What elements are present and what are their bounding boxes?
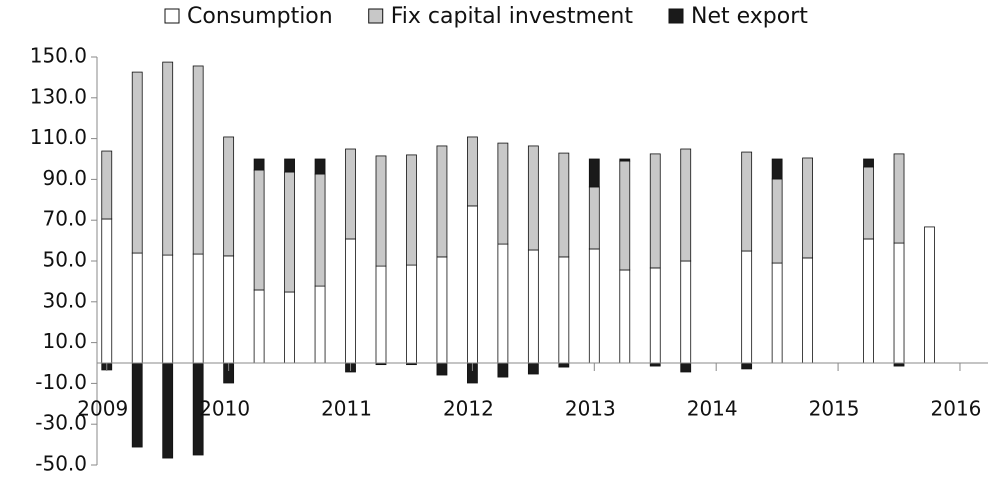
legend-label: Fix capital investment (391, 4, 634, 29)
bar (619, 158, 631, 162)
legend-swatch (164, 8, 180, 24)
bar (527, 362, 539, 375)
bar (588, 248, 600, 364)
bar (467, 205, 478, 364)
bar (101, 218, 113, 364)
x-tick-label: 2011 (321, 397, 372, 421)
y-tick-label: 150.0 (30, 44, 87, 68)
bar (314, 158, 326, 175)
bar (162, 254, 174, 364)
bar (741, 362, 753, 370)
bar (863, 166, 874, 240)
bar (649, 267, 661, 364)
bar (802, 157, 814, 259)
legend-swatch (368, 8, 384, 24)
x-tick-label: 2013 (565, 397, 616, 421)
x-tick-label: 2015 (809, 397, 860, 421)
bar (619, 160, 631, 271)
bar (375, 265, 387, 364)
bar (588, 186, 600, 250)
bar (436, 362, 448, 376)
bar (497, 142, 509, 245)
bar (375, 155, 387, 267)
bar (223, 136, 235, 257)
bar (619, 269, 631, 364)
bar (253, 289, 265, 364)
bar (223, 255, 235, 364)
bar (863, 238, 874, 364)
bar (345, 148, 356, 240)
bar (406, 154, 417, 266)
y-tick-label: 90.0 (42, 166, 87, 190)
y-tick-label: 70.0 (42, 207, 87, 231)
bar (497, 362, 509, 378)
bar (162, 362, 174, 459)
bar (680, 260, 692, 364)
bar (771, 158, 783, 180)
bar (924, 226, 935, 364)
bar (558, 256, 570, 364)
bar (741, 151, 753, 252)
bar (314, 173, 326, 287)
y-tick-label: 110.0 (30, 125, 87, 149)
bar (284, 158, 295, 173)
legend-swatch (668, 8, 684, 24)
bar (863, 158, 874, 168)
bar (893, 242, 905, 364)
y-tick-label: 50.0 (42, 248, 87, 272)
bar (436, 256, 448, 364)
y-tick-label: 10.0 (42, 329, 87, 353)
x-tick-label: 2014 (687, 397, 738, 421)
bar (284, 291, 295, 364)
legend-label: Consumption (187, 4, 333, 29)
bar (558, 152, 570, 258)
bar (253, 169, 265, 291)
bar (436, 145, 448, 258)
x-tick-label: 2012 (443, 397, 494, 421)
bar (649, 153, 661, 269)
bar (588, 158, 600, 188)
bar (406, 264, 417, 364)
bar (131, 71, 143, 254)
bar (101, 150, 113, 220)
bar (192, 65, 204, 255)
legend-label: Net export (691, 4, 808, 29)
bar (527, 145, 539, 251)
y-tick-label: -10.0 (35, 370, 87, 394)
bar (253, 158, 265, 171)
y-tick-label: 130.0 (30, 84, 87, 108)
x-tick-label: 2009 (77, 397, 128, 421)
bar (680, 148, 692, 262)
bar (558, 362, 570, 368)
bar (680, 362, 692, 373)
bar (741, 250, 753, 364)
x-tick-label: 2010 (199, 397, 250, 421)
bar (131, 362, 143, 448)
bar (802, 257, 814, 364)
bar (345, 238, 356, 364)
bar (467, 136, 478, 207)
bar (314, 285, 326, 364)
bar (284, 171, 295, 293)
bar (192, 253, 204, 364)
bar (497, 243, 509, 364)
bar (771, 262, 783, 364)
y-tick-label: -50.0 (35, 452, 87, 476)
y-tick-label: 30.0 (42, 288, 87, 312)
bar (527, 249, 539, 364)
bar (162, 61, 174, 256)
bar (131, 252, 143, 364)
bar (893, 153, 905, 244)
x-tick-label: 2016 (931, 397, 982, 421)
y-tick-label: -30.0 (35, 411, 87, 435)
bar (771, 178, 783, 264)
